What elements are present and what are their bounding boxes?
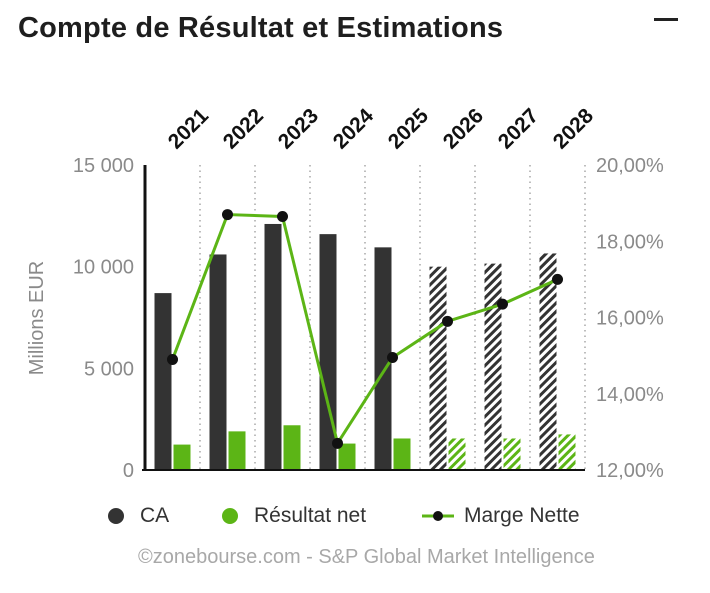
marge-nette-point (387, 352, 398, 364)
marge-nette-point (277, 210, 288, 222)
marge-nette-point (552, 273, 563, 285)
ca-bar (319, 234, 337, 470)
ca-bar (539, 253, 557, 470)
ca-bar (209, 254, 227, 470)
legend-label-ca: CA (140, 504, 170, 527)
year-label: 2024 (329, 104, 379, 154)
marge-nette-point (332, 437, 343, 449)
year-label: 2028 (549, 104, 599, 154)
marge-nette-point (497, 298, 508, 310)
legend-label-resultat-net: Résultat net (254, 504, 367, 527)
collapse-icon[interactable] (654, 18, 678, 21)
resultat-net-bar (228, 431, 246, 470)
resultat-net-bar (503, 438, 521, 470)
y-tick-label: 5 000 (84, 358, 134, 380)
ca-legend-marker (108, 508, 124, 524)
y-tick-label: 15 000 (73, 155, 134, 177)
year-label: 2022 (219, 104, 268, 153)
ca-bar (264, 223, 282, 470)
legend-label-marge-nette: Marge Nette (464, 504, 580, 527)
year-label: 2026 (439, 104, 488, 153)
legend-item-ca: CA (108, 502, 169, 530)
ca-bar (484, 263, 502, 470)
resultat-net-bar (283, 425, 301, 470)
marge-nette-legend-marker (422, 511, 454, 521)
ca-bar (429, 266, 447, 470)
y2-tick-label: 14,00% (596, 384, 664, 406)
year-label: 2021 (164, 104, 214, 154)
ca-bar (154, 293, 172, 470)
y2-tick-label: 16,00% (596, 308, 664, 330)
y-tick-label: 10 000 (73, 257, 134, 279)
y2-tick-label: 12,00% (596, 460, 664, 482)
y2-tick-label: 20,00% (596, 155, 664, 177)
resultat-net-legend-marker (222, 508, 238, 524)
year-label: 2025 (384, 104, 434, 154)
year-label: 2023 (274, 104, 323, 153)
marge-nette-point (167, 353, 178, 365)
resultat-net-bar (448, 438, 466, 470)
ca-bar (374, 247, 392, 470)
y2-tick-label: 18,00% (596, 231, 664, 253)
y-tick-label: 0 (123, 460, 134, 482)
resultat-net-bar (173, 444, 191, 470)
legend-item-resultat-net: Résultat net (222, 502, 366, 530)
legend-item-marge-nette: Marge Nette (422, 502, 580, 530)
y-axis-title: Millions EUR (26, 261, 48, 375)
marge-nette-point (222, 209, 233, 221)
resultat-net-bar (338, 443, 356, 470)
year-label: 2027 (494, 104, 543, 153)
marge-nette-point (442, 315, 453, 327)
source-credit: ©zonebourse.com - S&P Global Market Inte… (138, 546, 595, 568)
marge-nette-line (171, 213, 559, 445)
resultat-net-bar (558, 434, 576, 470)
resultat-net-bar (393, 438, 411, 470)
chart-title: Compte de Résultat et Estimations (18, 12, 504, 44)
